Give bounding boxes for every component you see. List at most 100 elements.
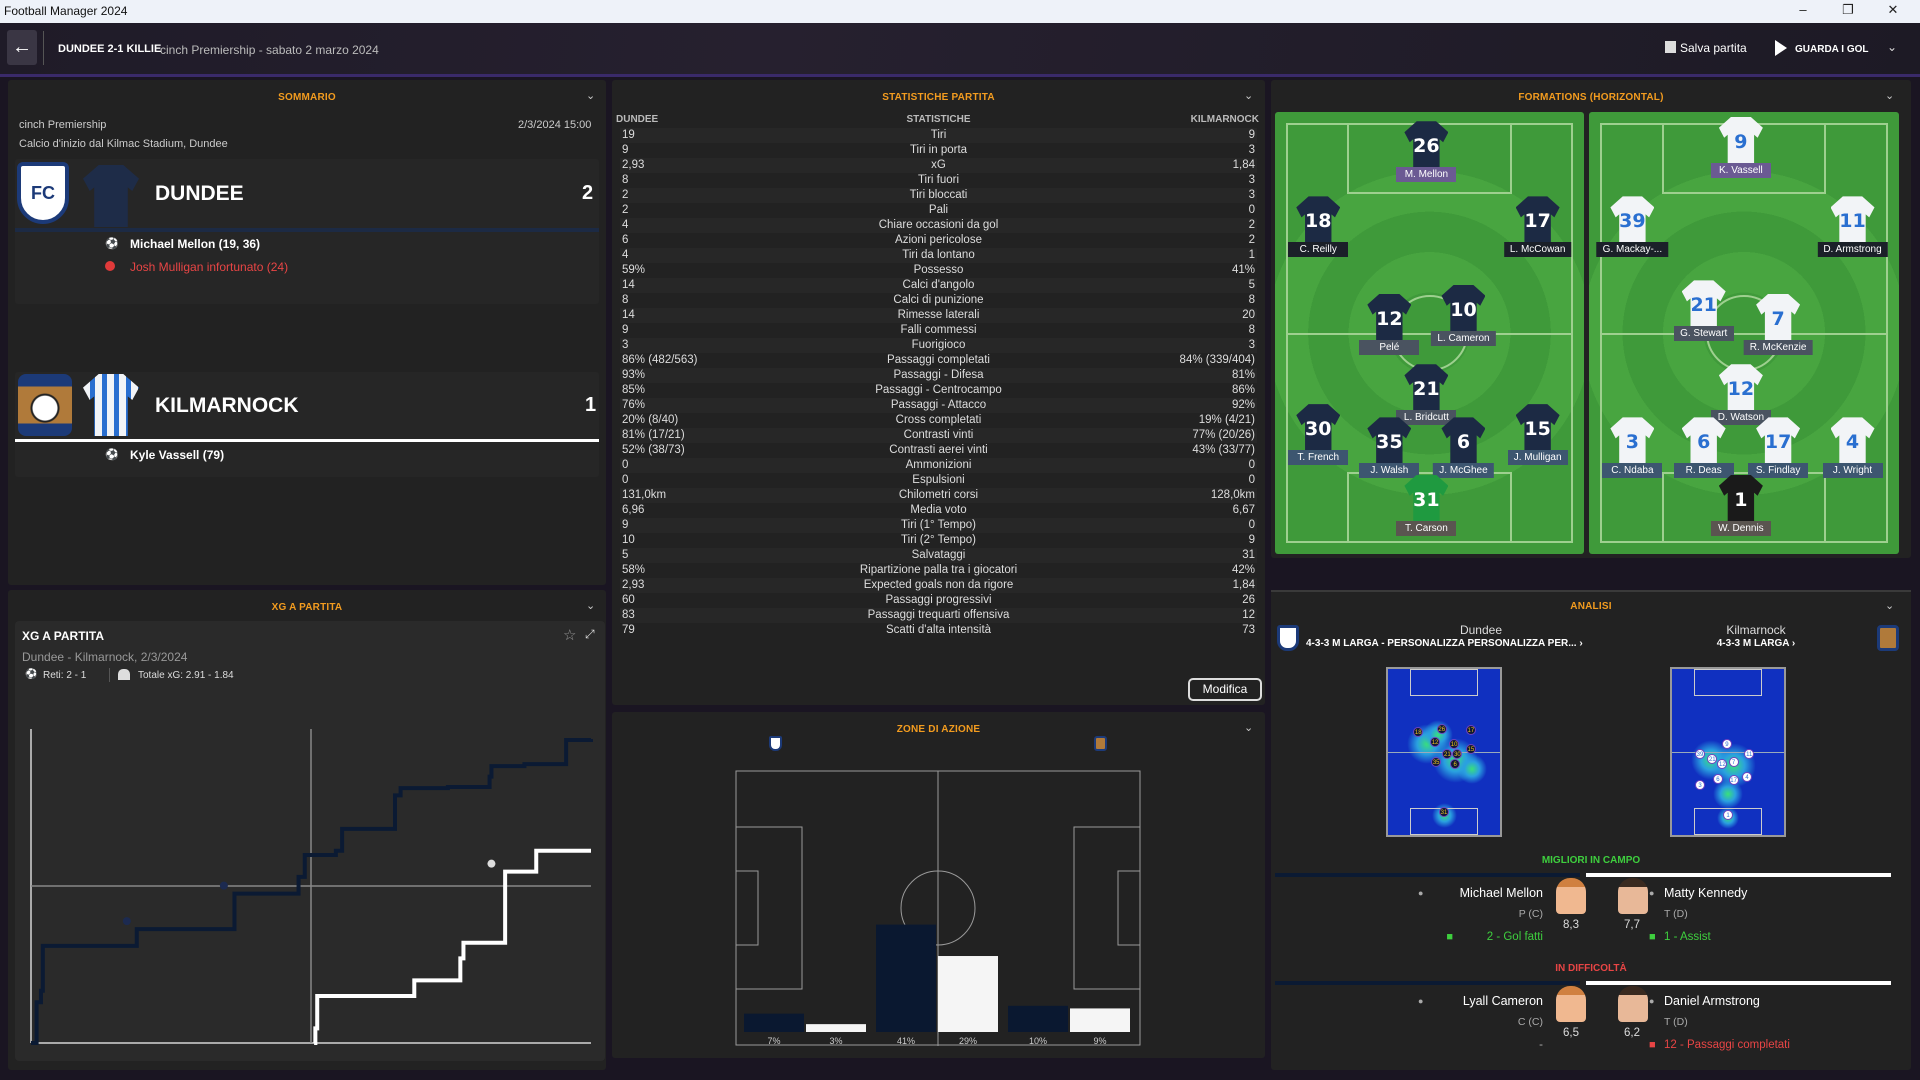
player-marker[interactable]: 9 K. Vassell (1701, 116, 1781, 187)
player-marker[interactable]: 26 M. Mellon (1386, 121, 1466, 191)
thumbs-up-icon: ■ (1446, 931, 1453, 943)
player-marker[interactable]: 21 L. Bridcutt (1386, 364, 1466, 434)
player-marker[interactable]: 17 S. Findlay (1738, 417, 1818, 487)
player-marker[interactable]: 4 J. Wright (1813, 417, 1893, 487)
goal-marker[interactable] (219, 881, 228, 890)
player-dot[interactable]: 4 (1742, 771, 1753, 782)
penalty-box (1694, 808, 1762, 835)
player-dot[interactable]: 11 (1744, 748, 1755, 759)
player-marker[interactable]: 35 J. Walsh (1349, 417, 1429, 487)
goal-marker[interactable] (122, 917, 131, 926)
home-team-name[interactable]: DUNDEE (155, 182, 244, 205)
player-marker[interactable]: 30 T. French (1278, 404, 1358, 474)
player-name: C. Ndaba (1602, 463, 1663, 479)
kilmarnock-kit-icon (83, 374, 139, 436)
stat-row: 0 Ammonizioni 0 (620, 458, 1257, 473)
shirt-icon: 17 (1756, 417, 1801, 468)
shirt-number: 10 (1450, 298, 1477, 321)
player-marker[interactable]: 17 L. McCowan (1498, 196, 1578, 266)
player-dot-number: 39 (1696, 751, 1704, 758)
player-dot[interactable]: 1 (1723, 810, 1733, 821)
chevron-down-icon[interactable]: ⌄ (1885, 90, 1895, 102)
player-marker[interactable]: 39 G. Mackay-... (1592, 196, 1672, 266)
player-marker[interactable]: 18 C. Reilly (1278, 196, 1358, 266)
shirt-icon: 18 (1296, 196, 1341, 247)
shirt-icon: 4 (1830, 417, 1875, 468)
star-icon[interactable]: ☆ (563, 627, 577, 644)
player-dot[interactable]: 15 (1465, 743, 1476, 754)
player-name: L. McCowan (1503, 242, 1572, 258)
player-name[interactable]: Michael Mellon (1459, 886, 1543, 900)
chevron-down-icon[interactable]: ⌄ (1887, 40, 1898, 54)
player-dot[interactable]: 7 (1728, 756, 1739, 767)
player-marker[interactable]: 6 R. Deas (1664, 417, 1744, 487)
stat-home-value: 10 (622, 534, 635, 546)
chevron-down-icon[interactable]: ⌄ (586, 90, 596, 102)
player-marker[interactable]: 1 W. Dennis (1701, 474, 1781, 545)
player-marker[interactable]: 11 D. Armstrong (1813, 196, 1893, 266)
player-dot[interactable]: 17 (1465, 725, 1476, 736)
maximize-button[interactable]: ❐ (1842, 2, 1854, 17)
player-dot[interactable]: 18 (1413, 727, 1424, 738)
player-dot[interactable]: 30 (1452, 748, 1463, 759)
chevron-down-icon[interactable]: ⌄ (1244, 722, 1254, 734)
player-dot[interactable]: 10 (1449, 738, 1460, 749)
player-dot[interactable]: 9 (1721, 738, 1732, 749)
player-marker[interactable]: 3 C. Ndaba (1592, 417, 1672, 487)
player-dot[interactable]: 12 (1430, 737, 1441, 748)
stat-home-value: 4 (622, 219, 629, 231)
player-dot[interactable]: 21 (1442, 748, 1453, 759)
away-color-bar (15, 439, 599, 442)
player-dot[interactable]: 31 (1439, 806, 1449, 817)
back-button[interactable]: ← (7, 30, 37, 65)
player-dot[interactable]: 21 (1707, 753, 1718, 764)
home-event: Michael Mellon (19, 36) (130, 237, 261, 251)
player-name: G. Stewart (1673, 326, 1734, 342)
shirt-icon: 31 (1404, 474, 1449, 525)
player-marker[interactable]: 12 Pelé (1349, 293, 1429, 364)
player-name[interactable]: Lyall Cameron (1462, 994, 1543, 1008)
minimize-button[interactable]: – (1799, 2, 1807, 17)
chevron-down-icon[interactable]: ⌄ (1885, 600, 1895, 612)
player-marker[interactable]: 12 D. Watson (1701, 364, 1781, 434)
chevron-down-icon[interactable]: ⌄ (586, 600, 596, 612)
save-match-button[interactable]: Salva partita (1665, 41, 1747, 55)
stat-label: Passaggi completati (887, 354, 990, 366)
player-dot[interactable]: 6 (1450, 758, 1461, 769)
player-dot[interactable]: 39 (1695, 748, 1705, 759)
chevron-down-icon[interactable]: ⌄ (1244, 90, 1254, 102)
stat-label: Expected goals non da rigore (863, 579, 1014, 591)
player-name[interactable]: Matty Kennedy (1664, 886, 1748, 900)
away-formation-link[interactable]: 4-3-3 M LARGA › (1716, 638, 1796, 649)
away-team-name[interactable]: KILMARNOCK (155, 394, 299, 417)
player-marker[interactable]: 21 G. Stewart (1664, 280, 1744, 350)
player-name[interactable]: Daniel Armstrong (1664, 994, 1760, 1008)
xg-total: Totale xG: 2.91 - 1.84 (138, 670, 234, 681)
player-marker[interactable]: 7 R. McKenzie (1738, 293, 1818, 364)
player-marker[interactable]: 6 J. McGhee (1423, 417, 1503, 487)
player-dot[interactable]: 35 (1431, 756, 1442, 767)
player-marker[interactable]: 15 J. Mulligan (1498, 404, 1578, 474)
goal-marker[interactable] (487, 859, 496, 868)
stat-label: Tiri bloccati (909, 189, 968, 201)
zone-bar-away (1070, 1008, 1130, 1032)
player-marker[interactable]: 10 L. Cameron (1423, 284, 1503, 355)
close-button[interactable]: ✕ (1887, 2, 1899, 17)
stat-label: Contrasti vinti (903, 429, 974, 441)
stat-label: Falli commessi (900, 324, 977, 336)
expand-icon[interactable]: ⤢ (585, 627, 595, 641)
home-formation-link[interactable]: 4-3-3 M LARGA - PERSONALIZZA PERSONALIZZ… (1306, 638, 1583, 649)
watch-goals-button[interactable]: GUARDA I GOL (1775, 40, 1869, 56)
player-dot[interactable]: 6 (1712, 773, 1723, 784)
player-dot[interactable]: 17 (1728, 775, 1739, 786)
stat-away-value: 2 (1248, 234, 1255, 246)
player-dot[interactable]: 12 (1717, 758, 1728, 769)
player-dot[interactable]: 3 (1695, 780, 1705, 791)
edit-button[interactable]: Modifica (1188, 678, 1262, 701)
stat-away-value: 19% (4/21) (1198, 414, 1255, 426)
player-name: J. Wright (1822, 463, 1883, 479)
player-dot[interactable]: 26 (1436, 723, 1447, 734)
stat-row: 59% Possesso 41% (620, 263, 1257, 278)
player-marker[interactable]: 31 T. Carson (1386, 474, 1466, 545)
floppy-disk-icon (1665, 41, 1676, 53)
